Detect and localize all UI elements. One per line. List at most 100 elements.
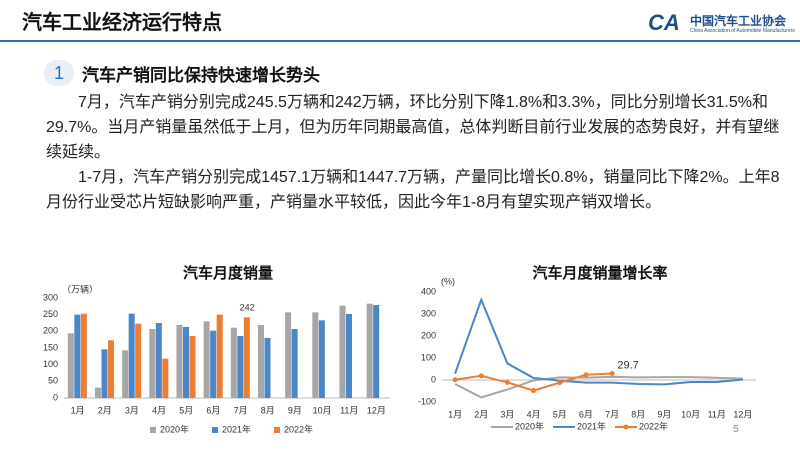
legend-label: 2021年 xyxy=(577,420,606,431)
bar xyxy=(366,303,373,398)
bar xyxy=(108,340,115,398)
marker xyxy=(504,379,510,385)
bar xyxy=(373,305,380,398)
x-tick-label: 11月 xyxy=(708,409,726,419)
bar xyxy=(128,313,135,398)
legend-label: 2020年 xyxy=(160,423,189,434)
legend-marker xyxy=(623,424,629,430)
bar xyxy=(312,312,319,398)
x-tick-label: 10月 xyxy=(313,405,332,415)
x-tick-label: 12月 xyxy=(733,409,752,419)
marker xyxy=(531,388,537,394)
bar xyxy=(67,333,74,398)
x-tick-label: 3月 xyxy=(500,409,514,419)
legend-swatch xyxy=(212,427,218,433)
x-tick-label: 2月 xyxy=(474,409,488,419)
marker xyxy=(583,372,589,378)
legend-swatch xyxy=(274,427,280,433)
x-tick-label: 10月 xyxy=(681,409,700,419)
bar xyxy=(339,305,346,398)
bar xyxy=(257,325,264,398)
bar xyxy=(149,329,156,398)
x-tick-label: 2月 xyxy=(98,405,112,415)
bar xyxy=(230,327,237,398)
bar xyxy=(176,325,183,398)
marker xyxy=(557,380,563,386)
bar xyxy=(80,313,87,398)
bar xyxy=(135,323,142,398)
header-rule xyxy=(0,40,800,42)
x-tick-label: 5月 xyxy=(179,405,193,415)
x-tick-label: 11月 xyxy=(340,405,358,415)
x-tick-label: 7月 xyxy=(234,405,248,415)
bar xyxy=(182,327,190,398)
x-tick-label: 5月 xyxy=(553,409,567,419)
x-tick-label: 8月 xyxy=(261,405,275,415)
bar xyxy=(216,314,223,398)
y-tick-label: 50 xyxy=(48,376,58,386)
marker xyxy=(452,377,458,383)
legend-label: 2022年 xyxy=(639,420,668,431)
bar xyxy=(210,330,217,398)
y-tick-label: 150 xyxy=(43,342,58,352)
bar xyxy=(94,387,101,398)
x-tick-label: 3月 xyxy=(125,405,139,415)
section-title: 汽车产销同比保持快速增长势头 xyxy=(82,66,320,85)
y-tick-label: 0 xyxy=(53,392,58,402)
x-tick-label: 12月 xyxy=(367,405,386,415)
chart-title: 汽车月度销量增长率 xyxy=(532,264,667,282)
y-tick-label: 200 xyxy=(43,326,58,336)
section-number: 1 xyxy=(44,60,74,86)
y-tick-label: 100 xyxy=(421,352,436,362)
y-tick-label: 100 xyxy=(43,359,58,369)
line xyxy=(454,296,744,386)
x-tick-label: 4月 xyxy=(527,409,541,419)
bar xyxy=(189,336,196,398)
legend-label: 2020年 xyxy=(515,420,544,431)
bar xyxy=(122,350,129,398)
bar xyxy=(264,338,271,398)
x-tick-label: 9月 xyxy=(288,405,302,415)
bar xyxy=(243,317,250,398)
bar xyxy=(101,349,108,398)
annotation: 29.7 xyxy=(617,359,638,371)
chart-title: 汽车月度销量 xyxy=(183,264,273,282)
bar xyxy=(291,329,298,398)
header-title: 汽车工业经济运行特点 xyxy=(22,12,222,34)
bar xyxy=(155,323,162,398)
y-tick-label: 300 xyxy=(43,292,58,302)
paragraph: 1-7月，汽车产销分别完成1457.1万辆和1447.7万辆，产量同比增长0.8… xyxy=(46,169,780,211)
y-tick-label: -100 xyxy=(418,396,436,406)
bar xyxy=(345,314,353,398)
paragraph: 7月，汽车产销分别完成245.5万辆和242万辆，环比分别下降1.8%和3.3%… xyxy=(46,94,780,161)
legend-label: 2022年 xyxy=(284,423,313,434)
marker xyxy=(478,373,484,379)
x-tick-label: 6月 xyxy=(206,405,220,415)
y-axis-label: (%) xyxy=(441,276,455,286)
body-text: 7月，汽车产销分别完成245.5万辆和242万辆，环比分别下降1.8%和3.3%… xyxy=(46,90,782,215)
x-tick-label: 9月 xyxy=(657,409,671,419)
x-tick-label: 6月 xyxy=(579,409,593,419)
x-tick-label: 8月 xyxy=(631,409,645,419)
y-tick-label: 400 xyxy=(421,286,436,296)
y-tick-label: 0 xyxy=(431,374,436,384)
line xyxy=(454,375,743,399)
bar xyxy=(74,314,81,398)
x-tick-label: 7月 xyxy=(605,409,619,419)
bar xyxy=(162,358,169,398)
logo-english: China Association of Automobile Manufact… xyxy=(690,28,795,34)
marker xyxy=(609,370,615,376)
y-tick-label: 300 xyxy=(421,308,436,318)
bar xyxy=(203,321,210,398)
logo-name: 中国汽车工业协会 xyxy=(690,14,787,28)
logo-mark: CA xyxy=(648,10,680,35)
page-number: 5 xyxy=(733,424,739,435)
x-tick-label: 4月 xyxy=(152,405,166,415)
bar xyxy=(285,312,292,398)
y-tick-label: 250 xyxy=(43,309,58,319)
y-tick-label: 200 xyxy=(421,330,436,340)
legend-swatch xyxy=(150,427,156,433)
x-tick-label: 1月 xyxy=(448,409,462,419)
